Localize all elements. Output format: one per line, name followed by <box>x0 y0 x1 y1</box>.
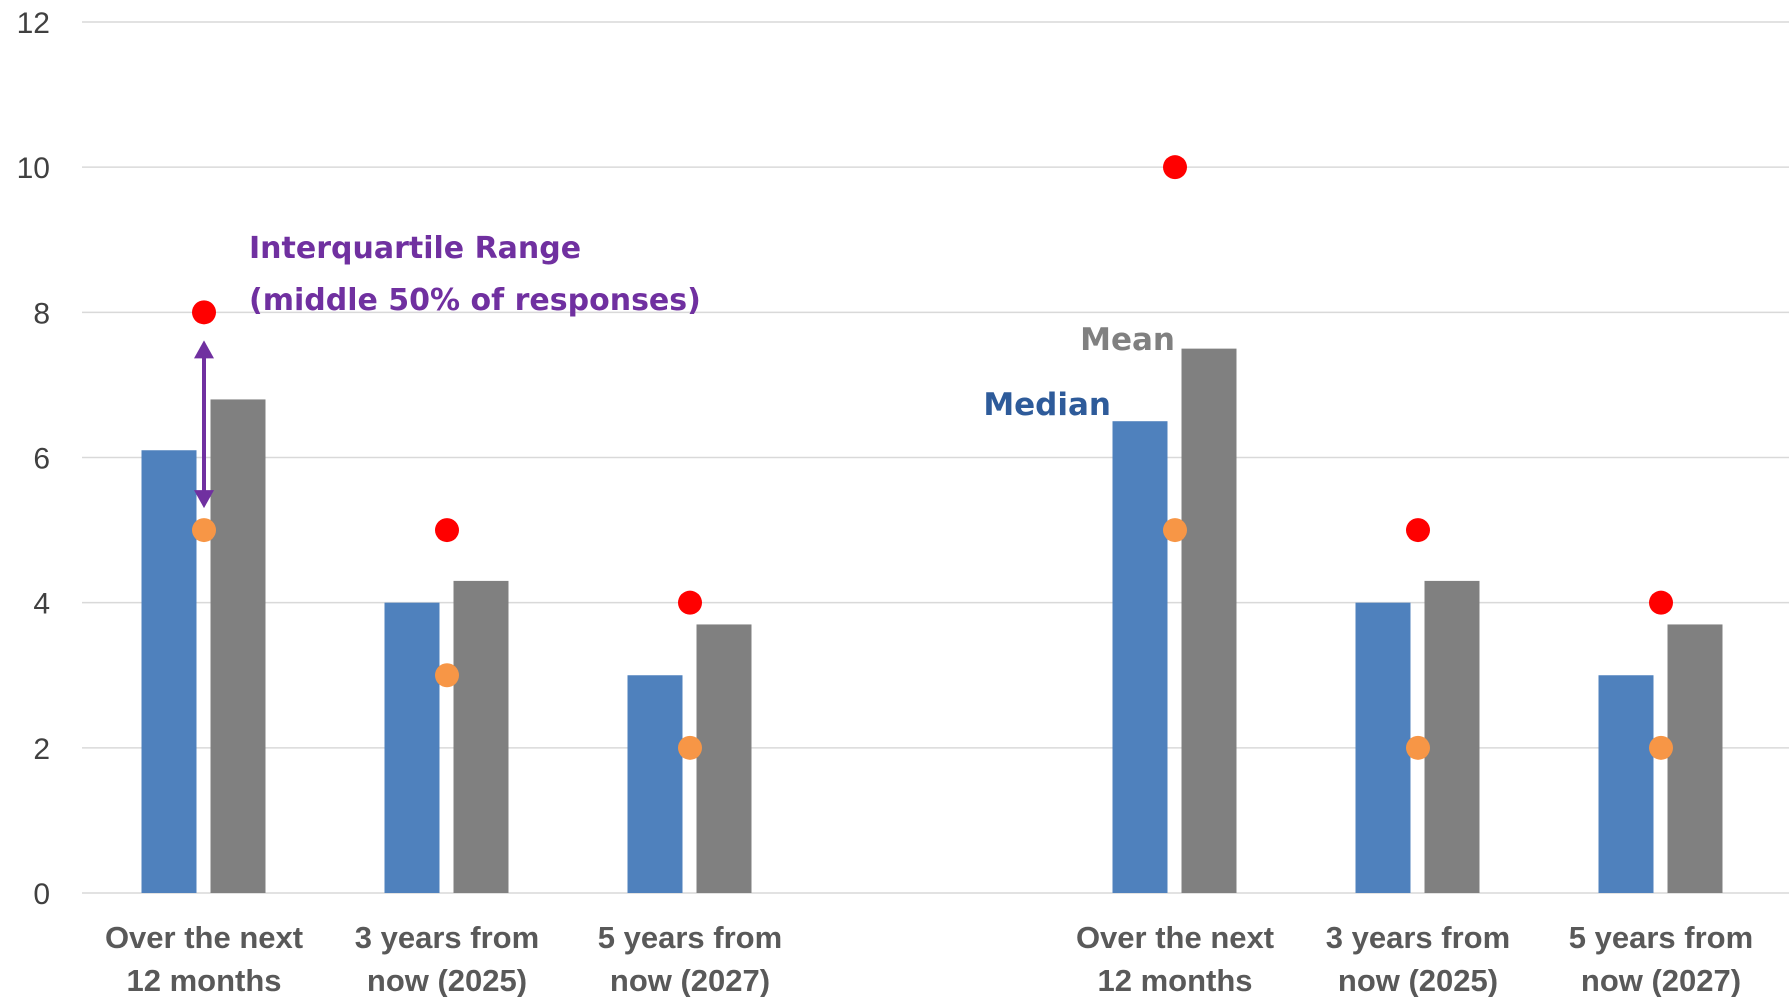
lower-quartile-marker <box>192 518 216 543</box>
y-tick-label: 10 <box>17 152 50 185</box>
y-tick-label: 8 <box>33 297 50 330</box>
lower-quartile-marker <box>1649 735 1673 760</box>
category-label: 3 years from <box>1326 920 1510 955</box>
upper-quartile-marker <box>1163 155 1187 180</box>
bars <box>141 348 1723 893</box>
mean-bar <box>1181 348 1237 893</box>
annotations: Interquartile Range (middle 50% of respo… <box>249 231 1175 423</box>
y-tick-label: 6 <box>33 443 50 476</box>
lower-quartile-marker <box>1406 735 1430 760</box>
mean-annotation: Mean <box>1080 322 1175 358</box>
iqr-annotation-line-1: Interquartile Range <box>249 231 581 266</box>
lower-quartile-marker <box>1163 518 1187 543</box>
mean-bar <box>210 399 266 893</box>
y-tick-label: 0 <box>33 878 50 911</box>
median-annotation: Median <box>983 387 1111 423</box>
y-tick-label: 2 <box>33 733 50 766</box>
category-label: now (2027) <box>610 963 770 997</box>
median-bar <box>1112 421 1168 893</box>
mean-bar <box>1667 624 1723 893</box>
y-axis-ticks: 0 2 4 6 8 10 12 <box>17 7 50 911</box>
upper-quartile-marker <box>678 590 702 615</box>
upper-quartile-marker <box>1406 518 1430 543</box>
iqr-arrow-head-up <box>194 340 214 359</box>
median-bar <box>141 450 197 893</box>
category-label: Over the next <box>105 920 303 955</box>
iqr-arrow-head-down <box>194 490 214 509</box>
x-axis-categories: Over the next 12 months 3 years from now (2… <box>105 920 1753 997</box>
upper-quartile-marker <box>1649 590 1673 615</box>
median-bar <box>627 675 683 893</box>
upper-quartile-marker <box>192 300 216 325</box>
y-tick-label: 12 <box>17 7 50 40</box>
median-bar <box>384 602 440 893</box>
category-label: now (2027) <box>1581 963 1741 997</box>
grid-lines <box>82 21 1789 894</box>
iqr-arrow <box>194 340 214 509</box>
median-bar <box>1355 602 1411 893</box>
category-label: 5 years from <box>598 920 782 955</box>
median-bar <box>1598 675 1654 893</box>
mean-bar <box>696 624 752 893</box>
y-tick-label: 4 <box>33 588 50 621</box>
category-label: 3 years from <box>355 920 539 955</box>
mean-bar <box>453 580 509 893</box>
category-label: now (2025) <box>367 963 527 997</box>
lower-quartile-marker <box>435 663 459 688</box>
mean-bar <box>1424 580 1480 893</box>
category-label: 12 months <box>1097 963 1252 997</box>
lower-quartile-marker <box>678 735 702 760</box>
category-label: now (2025) <box>1338 963 1498 997</box>
upper-quartile-marker <box>435 518 459 543</box>
quartile-markers <box>192 155 1673 760</box>
category-label: Over the next <box>1076 920 1274 955</box>
category-label: 12 months <box>126 963 281 997</box>
iqr-annotation-line-2: (middle 50% of responses) <box>249 283 701 318</box>
category-label: 5 years from <box>1569 920 1753 955</box>
